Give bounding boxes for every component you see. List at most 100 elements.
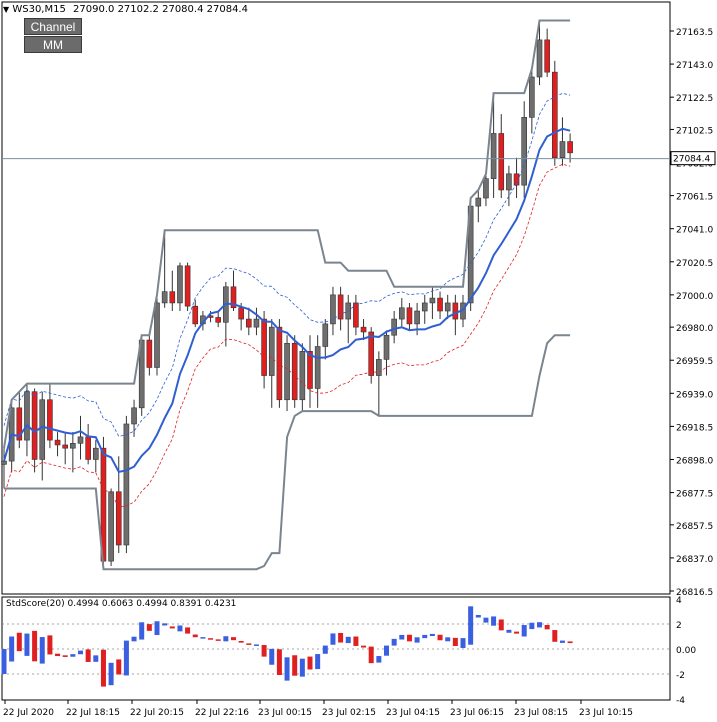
candle-body (77, 436, 84, 444)
stdscore-bar (567, 641, 573, 644)
candle (521, 101, 528, 199)
candle-body (230, 286, 237, 309)
y-tick-label: 27163.5 (676, 28, 713, 38)
candle (131, 399, 137, 437)
candle (70, 432, 76, 473)
channel-button[interactable]: Channel (24, 18, 82, 35)
candle (77, 415, 84, 460)
candle (498, 114, 505, 199)
candle-body (498, 133, 505, 191)
candle-body (192, 305, 199, 325)
stdscore-bar (116, 659, 122, 675)
stdscore-bar (406, 634, 412, 642)
x-tick-label: 23 Jul 06:15 (450, 708, 504, 718)
y-tick-label: 26816.5 (676, 588, 713, 598)
stdscore-bar (32, 630, 38, 662)
candle (169, 270, 176, 311)
candle (406, 302, 413, 331)
x-tick-label: 22 Jul 22:16 (195, 708, 249, 718)
indicator-tick-label: -4 (676, 696, 685, 706)
stdscore-bar (231, 637, 236, 641)
x-tick-label: 23 Jul 00:15 (258, 708, 312, 718)
candle-body (544, 39, 550, 73)
stdscore-bar (284, 657, 290, 681)
stdscore-bar (559, 640, 565, 643)
candle (54, 432, 61, 457)
candle-body (246, 318, 252, 328)
stdscore-bar (384, 645, 389, 656)
main-chart-area[interactable] (1, 19, 671, 571)
x-tick-label: 23 Jul 10:15 (579, 708, 633, 718)
stdscore-bar (47, 635, 53, 655)
lower-band-line (3, 163, 571, 508)
candle-body (414, 310, 420, 325)
indicator-frame (1, 596, 671, 701)
candle-body (353, 302, 359, 328)
y-tick-label: 26918.5 (676, 423, 713, 433)
stdscore-bar (315, 654, 321, 670)
channel-lower-line (4, 334, 571, 571)
candle (444, 294, 451, 320)
candle-body (483, 178, 489, 199)
candle-body (177, 265, 183, 304)
candle (307, 335, 313, 408)
candle (322, 319, 329, 360)
symbol-label: WS30,M15 (12, 4, 66, 15)
candle-body (337, 294, 344, 320)
candle-body (54, 439, 61, 446)
candle-body (521, 117, 528, 186)
candle-body (506, 173, 512, 191)
candle-body (291, 342, 298, 401)
stdscore-bar (322, 645, 328, 654)
candle (391, 311, 397, 344)
stdscore-bar (154, 621, 160, 636)
candle (536, 20, 543, 86)
candle (551, 60, 558, 166)
stdscore-bar (514, 631, 520, 634)
candle-body (161, 291, 168, 304)
indicator-label: StdScore(20) 0.4994 0.6063 0.4994 0.8391… (6, 599, 237, 609)
stdscore-bar (123, 640, 129, 676)
candle-body (322, 323, 329, 347)
candle-body (551, 71, 558, 158)
candle-body (169, 291, 176, 304)
stdscore-bar (544, 624, 550, 630)
candle-body (475, 197, 482, 207)
candle (47, 383, 53, 449)
candle-body (444, 302, 451, 312)
collapse-triangle-icon[interactable]: ▼ (3, 5, 10, 14)
candle-body (47, 399, 53, 441)
price-marker-label: 27084.4 (673, 155, 710, 165)
indicator-tick-label: 0.00 (676, 646, 696, 656)
candle (337, 286, 344, 331)
stdscore-bar (299, 658, 305, 677)
candle-body (299, 351, 306, 401)
candle-body (536, 39, 543, 78)
stdscore-bar (468, 606, 474, 645)
stdscore-bar (62, 655, 68, 657)
stdscore-bar (276, 649, 282, 675)
candle (567, 133, 573, 163)
candle-body (146, 339, 153, 368)
candle-body (314, 346, 321, 389)
y-tick-label: 26837.0 (676, 555, 713, 565)
candle-body (268, 326, 275, 376)
candle-body (253, 318, 260, 328)
candle (513, 157, 520, 199)
stdscore-bar (93, 655, 99, 662)
y-tick-label: 26877.5 (676, 490, 713, 500)
candle (314, 335, 321, 408)
indicator-chart-area[interactable] (1, 606, 671, 687)
mm-button[interactable]: MM (24, 36, 82, 53)
stdscore-bar (246, 643, 252, 645)
candle-body (368, 331, 375, 376)
y-tick-label: 27000.0 (676, 292, 713, 302)
stdscore-bar (483, 617, 489, 623)
y-tick-label: 26959.5 (676, 357, 713, 367)
candle (330, 286, 336, 336)
y-tick-label: 26857.5 (676, 522, 713, 532)
stdscore-bar (100, 649, 106, 687)
stdscore-bar (292, 655, 298, 676)
upper-band-line (3, 92, 571, 437)
